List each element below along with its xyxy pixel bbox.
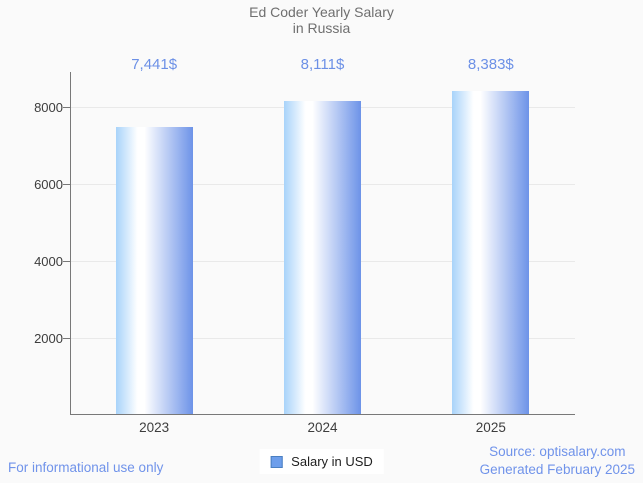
plot-area: 2000 4000 6000 8000 — [34, 72, 575, 415]
bar — [284, 101, 361, 414]
y-axis-tick — [63, 106, 70, 108]
chart-title-line-2: in Russia — [292, 20, 351, 36]
chart-title-line-1: Ed Coder Yearly Salary — [249, 4, 394, 20]
bar — [115, 127, 193, 414]
y-axis-tick-label: 8000 — [34, 99, 63, 115]
y-axis-tick — [63, 260, 70, 262]
y-axis — [70, 72, 71, 415]
legend-swatch-icon — [270, 455, 283, 468]
chart-title: Ed Coder Yearly Salary in Russia — [0, 4, 643, 36]
legend-label: Salary in USD — [291, 454, 373, 469]
y-axis-tick — [63, 183, 70, 185]
y-axis-tick-label: 2000 — [34, 330, 63, 346]
y-axis-tick — [63, 337, 70, 339]
footer-disclaimer: For informational use only — [8, 460, 164, 475]
value-label: 8,111$ — [300, 56, 345, 73]
value-label: 8,383$ — [467, 56, 514, 73]
x-axis-category-label: 2025 — [475, 420, 506, 435]
legend: Salary in USD — [259, 449, 384, 474]
value-label: 7,441$ — [131, 56, 178, 73]
footer-source-block: Source: optisalary.com Generated Februar… — [480, 443, 635, 479]
bar — [452, 90, 530, 414]
x-axis-category-label: 2023 — [139, 420, 170, 435]
footer-source-line: Source: optisalary.com — [489, 444, 626, 459]
x-axis — [70, 414, 575, 415]
x-axis-category-label: 2024 — [307, 420, 338, 435]
y-axis-tick-label: 6000 — [34, 176, 63, 192]
y-axis-tick-label: 4000 — [34, 253, 63, 269]
footer-generated-line: Generated February 2025 — [479, 462, 635, 477]
